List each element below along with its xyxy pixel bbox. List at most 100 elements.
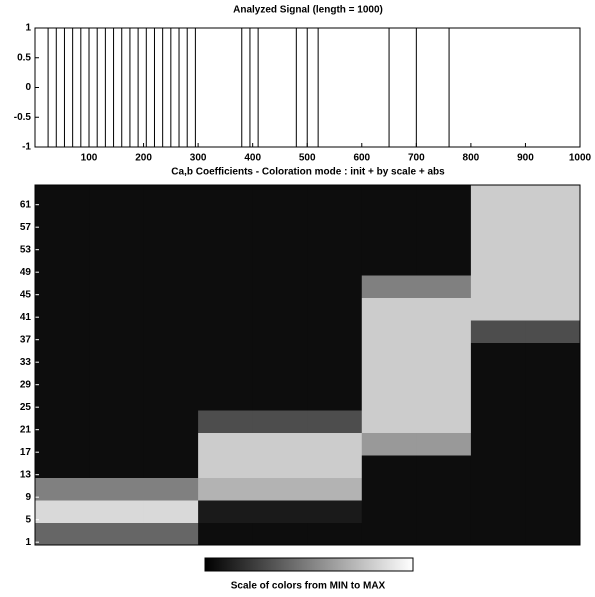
heatmap-cell [525, 365, 581, 388]
heatmap-cell [252, 230, 308, 253]
heatmap-cell [89, 455, 145, 478]
heatmap-cell [307, 410, 363, 433]
heatmap-cell [89, 410, 145, 433]
y-tick-label: 13 [20, 469, 32, 480]
heatmap-cell [525, 297, 581, 321]
heatmap-cell [307, 455, 363, 478]
heatmap-cell [470, 230, 526, 253]
heatmap-cell [307, 320, 363, 343]
heatmap-cell [252, 342, 308, 366]
heatmap-cell [198, 387, 254, 411]
heatmap-cell [252, 410, 308, 433]
heatmap-cell [361, 522, 417, 546]
heatmap-cell [307, 522, 363, 546]
heatmap-cell [198, 297, 254, 321]
heatmap-cell [361, 455, 417, 478]
heatmap-cell [89, 185, 145, 208]
axes-box [34, 184, 581, 546]
heatmap-cell [416, 320, 472, 343]
heatmap-cell [416, 297, 472, 321]
heatmap-cell [470, 342, 526, 366]
heatmap-cell [143, 185, 199, 208]
heatmap-cell [143, 477, 199, 501]
heatmap-cell [143, 230, 199, 253]
x-tick-label: 500 [299, 153, 316, 164]
heatmap-cell [361, 342, 417, 366]
heatmap-cell [35, 297, 90, 321]
signal-line [35, 27, 580, 147]
heatmap-cell [35, 185, 90, 208]
heatmap-cell [252, 275, 308, 298]
heatmap-cell [416, 522, 472, 546]
heatmap-cell [361, 297, 417, 321]
heatmap-cell [143, 387, 199, 411]
heatmap-cell [525, 207, 581, 231]
heatmap-cell [35, 410, 90, 433]
heatmap-cell [307, 500, 363, 523]
heatmap-cell [198, 185, 254, 208]
heatmap-cell [416, 410, 472, 433]
heatmap-cell [89, 230, 145, 253]
y-tick-label: 33 [20, 357, 32, 368]
heatmap-cell [470, 410, 526, 433]
y-tick-label: 45 [20, 289, 32, 300]
heatmap-cell [361, 320, 417, 343]
heatmap-cell [416, 365, 472, 388]
colorbar [204, 557, 414, 572]
heatmap-cell [307, 275, 363, 298]
heatmap-cell [35, 455, 90, 478]
heatmap-cell [198, 365, 254, 388]
heatmap-cell [416, 432, 472, 456]
heatmap-cell [307, 432, 363, 456]
heatmap-cell [198, 230, 254, 253]
heatmap-cell [252, 207, 308, 231]
heatmap-cell [252, 252, 308, 276]
heatmap-cell [416, 455, 472, 478]
heatmap-cell [525, 387, 581, 411]
heatmap-cell [35, 387, 90, 411]
heatmap-cell [35, 365, 90, 388]
heatmap-cell [252, 320, 308, 343]
y-tick-label: 25 [20, 402, 32, 413]
y-tick-label: 61 [20, 199, 32, 210]
heatmap-cell [307, 252, 363, 276]
colorbar-label: Scale of colors from MIN to MAX [231, 581, 386, 592]
heatmap-cell [35, 477, 90, 501]
heatmap-cell [198, 432, 254, 456]
heatmap-cell [361, 207, 417, 231]
heatmap-cell [89, 522, 145, 546]
heatmap-cell [525, 342, 581, 366]
heatmap-cell [416, 387, 472, 411]
heatmap-cell [470, 432, 526, 456]
heatmap-cell [143, 432, 199, 456]
heatmap-cell [143, 342, 199, 366]
heatmap-cell [470, 365, 526, 388]
heatmap-cell [470, 207, 526, 231]
heatmap-cell [470, 275, 526, 298]
heatmap-cell [89, 252, 145, 276]
heatmap-cell [35, 275, 90, 298]
heatmap-cell [361, 252, 417, 276]
y-tick-label: 0.5 [17, 52, 31, 63]
y-tick-label: 37 [20, 334, 32, 345]
heatmap-cell [143, 252, 199, 276]
chart-title: Ca,b Coefficients - Coloration mode : in… [171, 167, 445, 178]
heatmap-cell [198, 342, 254, 366]
heatmap-cell [252, 365, 308, 388]
heatmap-cell [35, 432, 90, 456]
y-tick-label: 1 [25, 537, 31, 548]
heatmap-cell [361, 365, 417, 388]
heatmap-cell [470, 185, 526, 208]
heatmap-cell [35, 500, 90, 523]
heatmap-cell [89, 297, 145, 321]
y-tick-label: 29 [20, 379, 32, 390]
heatmap-cell [361, 387, 417, 411]
heatmap-cell [252, 500, 308, 523]
heatmap-cell [35, 252, 90, 276]
heatmap-cell [89, 365, 145, 388]
x-tick-label: 700 [408, 153, 425, 164]
heatmap-cell [470, 320, 526, 343]
heatmap-cell [361, 432, 417, 456]
heatmap-cell [525, 320, 581, 343]
heatmap-cell [143, 410, 199, 433]
